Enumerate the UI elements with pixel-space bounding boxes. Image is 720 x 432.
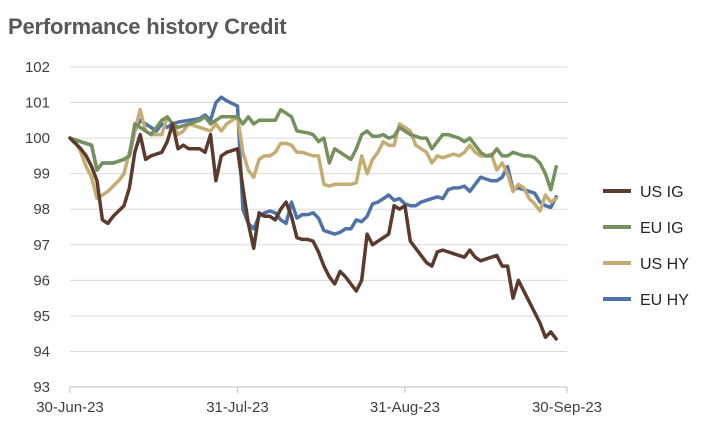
legend-label: US HY <box>640 256 689 273</box>
series-line-us-hy <box>68 107 558 213</box>
chart-title: Performance history Credit <box>8 14 287 39</box>
x-tick-label: 31-Aug-23 <box>370 399 440 416</box>
y-tick-label: 93 <box>33 379 50 396</box>
x-tick-label: 30-Jun-23 <box>36 399 104 416</box>
series-line-us-ig <box>68 122 558 341</box>
gridlines <box>70 66 567 352</box>
y-tick-label: 98 <box>33 201 50 218</box>
series-line-eu-hy <box>68 95 558 236</box>
series-line-eu-ig <box>68 107 558 192</box>
y-tick-label: 101 <box>25 95 50 112</box>
series-lines <box>68 95 558 341</box>
x-axis: 30-Jun-23 31-Jul-23 31-Aug-23 30-Sep-23 <box>36 386 602 416</box>
y-tick-label: 102 <box>25 59 50 76</box>
x-tick-label: 31-Jul-23 <box>206 399 269 416</box>
y-tick-label: 99 <box>33 166 50 183</box>
y-tick-label: 95 <box>33 308 50 325</box>
y-axis: 93 94 95 96 97 98 99 100 101 102 <box>25 59 50 396</box>
legend-label: US IG <box>640 184 684 201</box>
y-tick-label: 100 <box>25 130 50 147</box>
legend-label: EU IG <box>640 220 684 237</box>
legend-label: EU HY <box>640 292 689 309</box>
legend: US IG EU IG US HY EU HY <box>603 184 689 309</box>
x-tick-label: 30-Sep-23 <box>532 399 602 416</box>
y-tick-label: 94 <box>33 343 50 360</box>
y-tick-label: 97 <box>33 237 50 254</box>
y-tick-label: 96 <box>33 272 50 289</box>
